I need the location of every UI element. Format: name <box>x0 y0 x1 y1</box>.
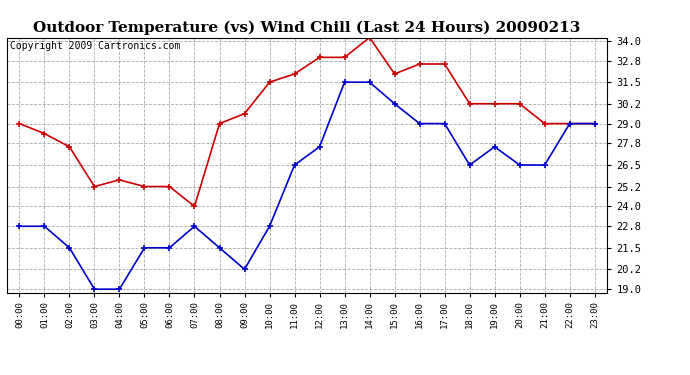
Title: Outdoor Temperature (vs) Wind Chill (Last 24 Hours) 20090213: Outdoor Temperature (vs) Wind Chill (Las… <box>33 21 581 35</box>
Text: Copyright 2009 Cartronics.com: Copyright 2009 Cartronics.com <box>10 41 180 51</box>
